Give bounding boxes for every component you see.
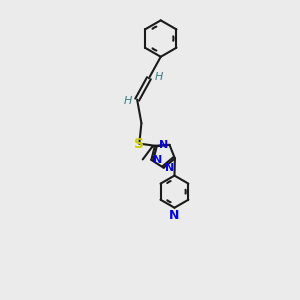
Text: S: S bbox=[134, 136, 144, 151]
Text: H: H bbox=[155, 71, 163, 82]
Text: N: N bbox=[165, 163, 175, 173]
Text: N: N bbox=[153, 154, 162, 164]
Text: H: H bbox=[124, 96, 132, 106]
Text: N: N bbox=[169, 209, 180, 222]
Text: N: N bbox=[159, 140, 168, 150]
